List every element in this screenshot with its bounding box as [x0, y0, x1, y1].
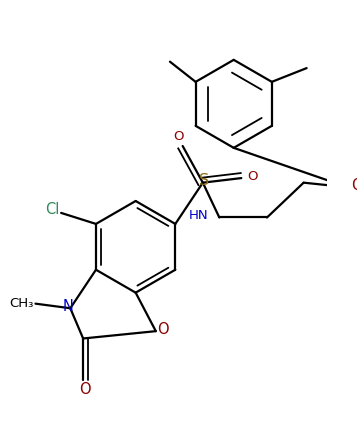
Text: O: O: [351, 178, 357, 193]
Text: HN: HN: [189, 209, 208, 222]
Text: O: O: [247, 170, 258, 183]
Text: O: O: [157, 322, 169, 337]
Text: N: N: [63, 299, 74, 314]
Text: O: O: [79, 382, 91, 397]
Text: O: O: [173, 130, 183, 143]
Text: CH₃: CH₃: [9, 297, 34, 310]
Text: S: S: [199, 173, 209, 188]
Text: Cl: Cl: [45, 202, 59, 217]
